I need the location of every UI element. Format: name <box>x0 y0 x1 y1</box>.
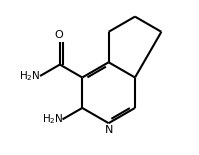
Text: H$_2$N: H$_2$N <box>42 113 63 126</box>
Text: O: O <box>55 30 63 40</box>
Text: H$_2$N: H$_2$N <box>20 69 41 83</box>
Text: N: N <box>104 125 113 135</box>
